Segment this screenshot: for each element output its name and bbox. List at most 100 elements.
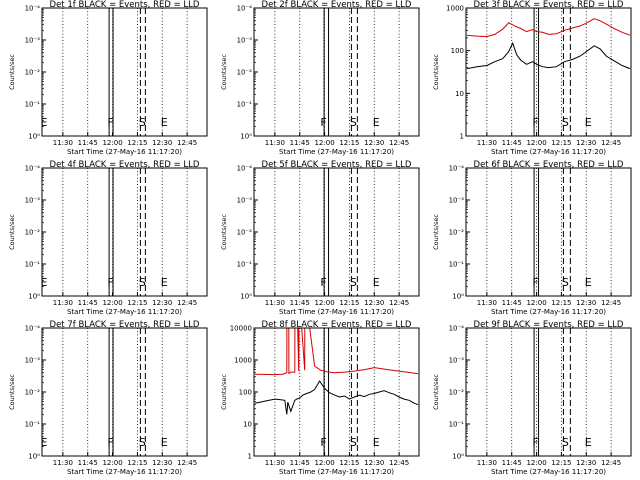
xtick-label: 12:00	[526, 459, 546, 467]
ytick-label: 10⁻¹	[237, 261, 253, 269]
xtick-label: 12:00	[526, 299, 546, 307]
ytick-label: 10⁻²	[25, 229, 41, 237]
event-marker-label: F	[532, 116, 538, 129]
ytick-label: 100	[239, 389, 252, 397]
event-marker-label: E	[161, 276, 168, 289]
chart-panel-9: Det 9f BLACK = Events, RED = LLD 10⁰ 10⁻¹ 1…	[432, 320, 632, 476]
chart-title: Det 2f BLACK = Events, RED = LLD	[262, 0, 412, 10]
xtick-label: 12:45	[177, 459, 197, 467]
xtick-label: 12:30	[576, 459, 596, 467]
ytick-label: 100	[451, 47, 464, 55]
event-marker-label: S	[562, 116, 569, 129]
chart-panel-3: Det 3f BLACK = Events, RED = LLD 1 10 100 10…	[432, 0, 632, 156]
ytick-label: 1000	[234, 357, 252, 365]
plot-frame	[253, 7, 420, 137]
chart-title: Det 7f BLACK = Events, RED = LLD	[50, 320, 200, 330]
xtick-label: 12:15	[127, 299, 147, 307]
xtick-label: 12:30	[152, 299, 172, 307]
chart-title: Det 1f BLACK = Events, RED = LLD	[50, 0, 200, 10]
ytick-label: 10⁻²	[237, 69, 253, 77]
event-marker-label: E	[373, 276, 380, 289]
xtick-label: 11:30	[53, 459, 73, 467]
series-line-lld	[254, 328, 419, 376]
chart-series-group	[466, 18, 631, 70]
event-marker-label: E	[41, 116, 48, 129]
chart-title: Det 8f BLACK = Events, RED = LLD	[262, 320, 412, 330]
y-axis-label: Counts/sec	[8, 54, 16, 90]
x-axis-label: Start Time (27-May-16 11:17:20)	[491, 308, 606, 316]
ytick-label: 10⁻⁴	[25, 165, 41, 173]
event-marker-label: F	[107, 116, 113, 129]
event-marker-label: S	[562, 276, 569, 289]
ytick-label: 10⁻²	[449, 389, 465, 397]
xtick-label: 12:15	[551, 299, 571, 307]
chart-title: Det 6f BLACK = Events, RED = LLD	[474, 160, 624, 170]
xtick-label: 11:45	[502, 139, 522, 147]
xtick-label: 12:45	[389, 299, 409, 307]
ytick-label: 10	[455, 90, 464, 98]
x-axis-label: Start Time (27-May-16 11:17:20)	[279, 148, 394, 156]
ytick-label: 10⁻³	[25, 37, 41, 45]
xtick-label: 12:45	[389, 139, 409, 147]
ytick-label: 10⁻³	[449, 357, 465, 365]
event-marker-label: S	[139, 276, 146, 289]
event-marker-label: F	[532, 436, 538, 449]
ytick-label: 10⁻³	[237, 197, 253, 205]
event-marker-label: E	[41, 436, 48, 449]
series-line-events	[466, 41, 631, 70]
ytick-label: 10⁰	[452, 293, 464, 301]
event-marker-label: E	[41, 276, 48, 289]
xtick-label: 12:45	[601, 459, 621, 467]
ytick-label: 10⁻¹	[25, 101, 41, 109]
ytick-label: 10⁻⁴	[237, 165, 253, 173]
ytick-label: 10⁻¹	[237, 101, 253, 109]
event-marker-label: S	[562, 436, 569, 449]
xtick-label: 12:30	[364, 299, 384, 307]
plot-frame	[41, 327, 208, 457]
chart-title: Det 4f BLACK = Events, RED = LLD	[50, 160, 200, 170]
xtick-label: 12:15	[551, 139, 571, 147]
event-marker-label: F	[320, 276, 326, 289]
x-axis-label: Start Time (27-May-16 11:17:20)	[67, 308, 182, 316]
y-axis-label: Counts/sec	[8, 214, 16, 250]
chart-series-group	[254, 328, 419, 415]
y-axis-label: Counts/sec	[432, 54, 440, 90]
ytick-label: 10⁰	[452, 453, 464, 461]
ytick-label: 10⁻¹	[449, 421, 465, 429]
event-marker-label: E	[585, 276, 592, 289]
y-axis-label: Counts/sec	[220, 374, 228, 410]
series-line-lld	[466, 18, 631, 38]
event-marker-label: E	[373, 436, 380, 449]
chart-panel-7: Det 7f BLACK = Events, RED = LLD 10⁰ 10⁻¹ 1…	[8, 320, 208, 476]
chart-title: Det 5f BLACK = Events, RED = LLD	[262, 160, 412, 170]
xtick-label: 12:30	[152, 459, 172, 467]
xtick-label: 11:45	[78, 299, 98, 307]
ytick-label: 10⁰	[28, 293, 40, 301]
y-axis-label: Counts/sec	[8, 374, 16, 410]
xtick-label: 11:30	[265, 299, 285, 307]
xtick-label: 12:15	[127, 459, 147, 467]
xtick-label: 11:45	[78, 139, 98, 147]
ytick-label: 10⁰	[28, 133, 40, 141]
x-axis-label: Start Time (27-May-16 11:17:20)	[67, 468, 182, 476]
xtick-label: 12:15	[339, 459, 359, 467]
plot-frame	[465, 327, 632, 457]
plot-frame	[41, 167, 208, 297]
ytick-label: 10⁻⁴	[25, 5, 41, 13]
xtick-label: 11:45	[78, 459, 98, 467]
xtick-label: 12:45	[601, 299, 621, 307]
plot-frame	[465, 7, 632, 137]
xtick-label: 11:45	[502, 459, 522, 467]
event-marker-label: S	[350, 436, 357, 449]
event-marker-label: S	[139, 116, 146, 129]
plot-frame	[41, 7, 208, 137]
event-marker-label: S	[350, 276, 357, 289]
event-marker-label: E	[161, 116, 168, 129]
ytick-label: 10	[243, 421, 252, 429]
ytick-label: 10000	[230, 325, 252, 333]
ytick-label: 10⁻¹	[25, 421, 41, 429]
ytick-label: 10⁻³	[449, 197, 465, 205]
plot-frame	[253, 327, 420, 457]
ytick-label: 10⁻²	[449, 229, 465, 237]
